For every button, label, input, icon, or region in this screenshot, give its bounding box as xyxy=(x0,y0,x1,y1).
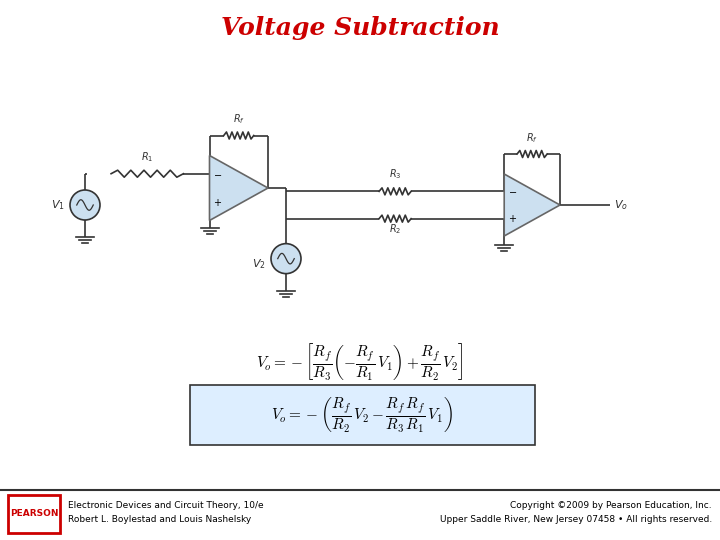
Text: $+$: $+$ xyxy=(213,197,222,208)
Text: Upper Saddle River, New Jersey 07458 • All rights reserved.: Upper Saddle River, New Jersey 07458 • A… xyxy=(440,516,712,524)
Text: $R_1$: $R_1$ xyxy=(141,150,153,164)
Text: $-$: $-$ xyxy=(508,186,517,197)
Text: $V_o = -\left(\dfrac{R_f}{R_2}\,V_2 - \dfrac{R_f}{R_3}\dfrac{R_f}{R_1}\,V_1\righ: $V_o = -\left(\dfrac{R_f}{R_2}\,V_2 - \d… xyxy=(271,395,453,435)
Text: $V_2$: $V_2$ xyxy=(252,256,266,271)
Text: $R_3$: $R_3$ xyxy=(389,167,401,181)
Polygon shape xyxy=(504,174,560,236)
Text: $V_o$: $V_o$ xyxy=(614,198,628,212)
Text: $-$: $-$ xyxy=(213,168,222,179)
Text: Copyright ©2009 by Pearson Education, Inc.: Copyright ©2009 by Pearson Education, In… xyxy=(510,501,712,510)
Text: $V_1$: $V_1$ xyxy=(51,198,65,212)
Polygon shape xyxy=(210,156,268,220)
Text: Electronic Devices and Circuit Theory, 10/e: Electronic Devices and Circuit Theory, 1… xyxy=(68,501,264,510)
FancyBboxPatch shape xyxy=(8,495,60,533)
FancyBboxPatch shape xyxy=(190,385,535,445)
Text: PEARSON: PEARSON xyxy=(10,510,58,518)
Text: $+$: $+$ xyxy=(508,213,517,224)
Circle shape xyxy=(70,190,100,220)
Text: $R_2$: $R_2$ xyxy=(389,222,401,237)
Text: $R_f$: $R_f$ xyxy=(233,113,245,126)
Text: Robert L. Boylestad and Louis Nashelsky: Robert L. Boylestad and Louis Nashelsky xyxy=(68,516,251,524)
Text: $R_f$: $R_f$ xyxy=(526,131,538,145)
Text: Voltage Subtraction: Voltage Subtraction xyxy=(221,16,499,40)
Text: $V_o = -\left[\dfrac{R_f}{R_3}\left(-\dfrac{R_f}{R_1}\,V_1\right) + \dfrac{R_f}{: $V_o = -\left[\dfrac{R_f}{R_3}\left(-\df… xyxy=(256,341,464,382)
Circle shape xyxy=(271,244,301,274)
